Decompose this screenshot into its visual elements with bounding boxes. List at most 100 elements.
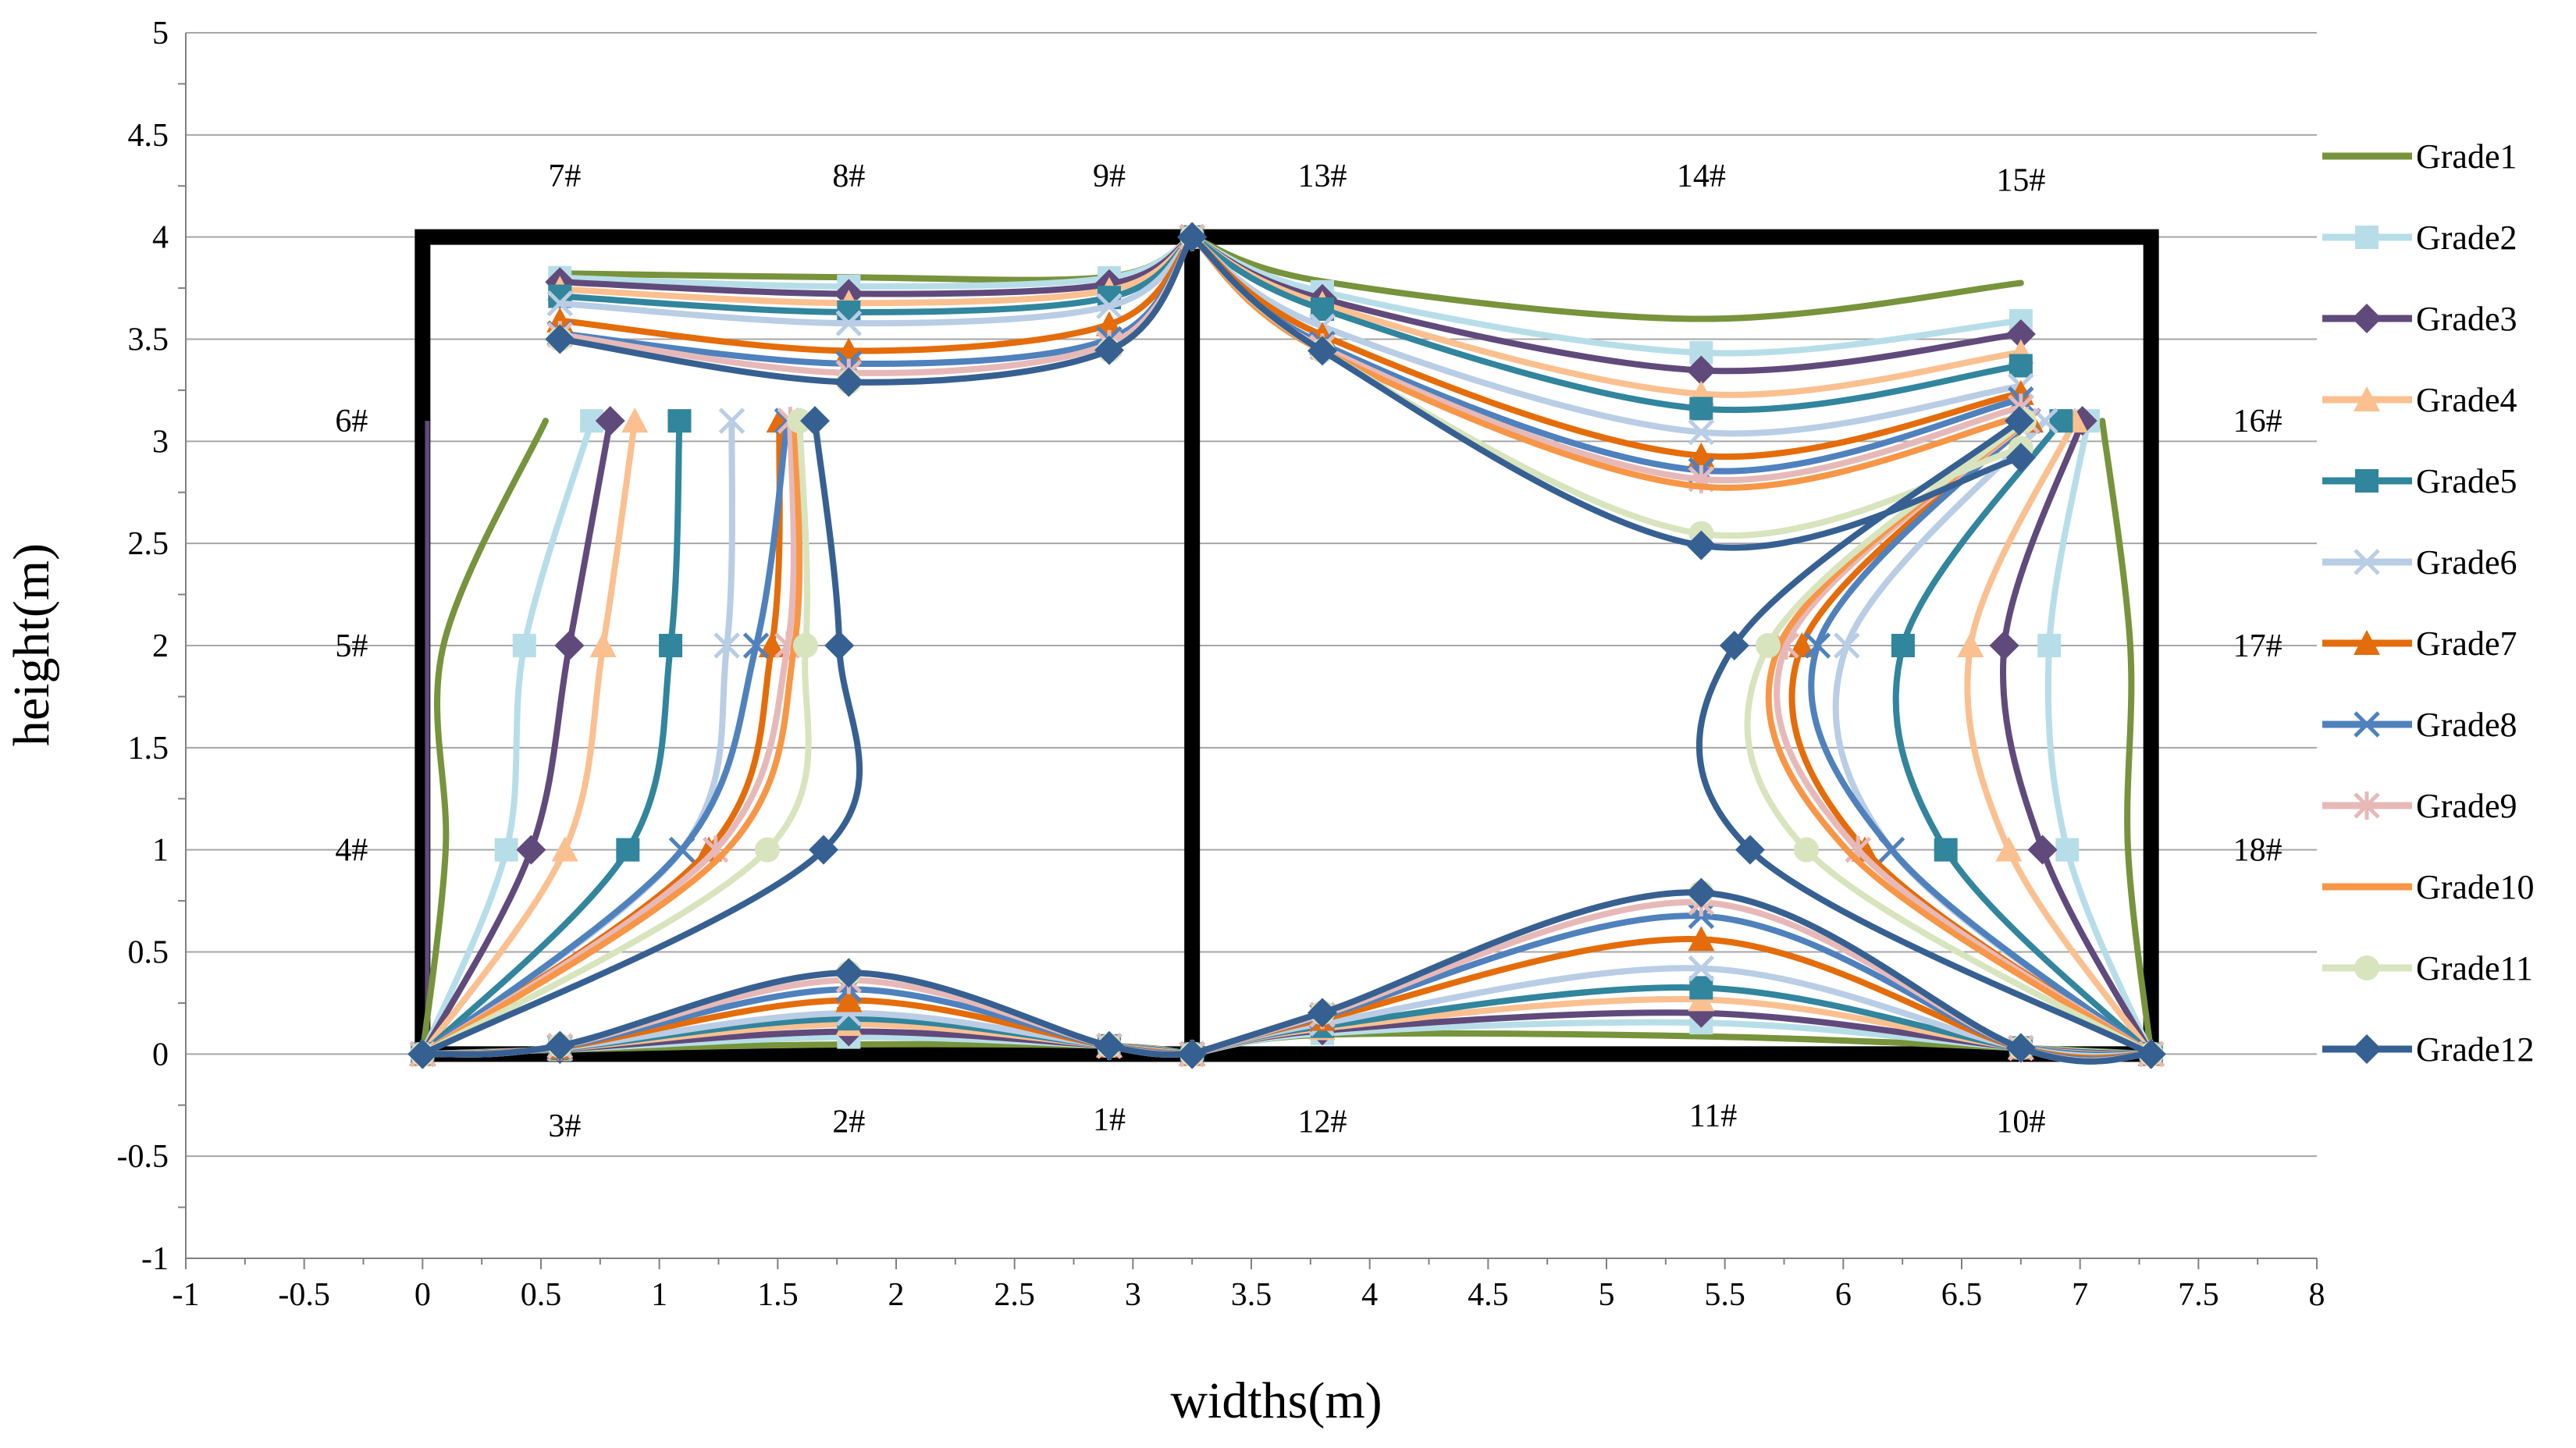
data-point-grade3 [1989,631,2019,660]
series-line-grade2 [557,233,1196,290]
data-point-grade2 [2055,838,2080,862]
series-layer [407,222,2166,1069]
x-tick-label: 1 [651,1277,667,1313]
data-point-grade7 [1788,632,1816,657]
data-point-grade11 [1756,633,1781,658]
data-point-grade12 [1308,998,1337,1028]
measure-point-label: 5# [335,628,368,664]
data-point-grade3 [1686,355,1717,386]
series-line-grade2 [1189,233,2024,357]
legend-label: Grade12 [2416,1030,2535,1069]
data-point-grade12 [1177,222,1208,252]
series-line-grade8 [419,418,791,1058]
data-point-grade3 [554,631,585,660]
data-point-grade12 [824,631,855,660]
legend-label: Grade2 [2416,219,2517,257]
data-point-grade4 [1957,632,1984,657]
legend-marker [2354,955,2379,980]
series-line-grade2 [419,418,596,1058]
data-point-grade5 [616,838,640,862]
series-line-grade4 [557,233,1196,307]
data-point-grade8 [1804,632,1831,659]
series-line-grade6 [557,233,1196,327]
data-point-grade2 [2037,634,2062,657]
legend-label: Grade4 [2416,381,2517,419]
data-point-grade12 [2005,443,2036,473]
series-line-grade5 [1189,233,2024,414]
x-tick-label: -1 [173,1277,200,1313]
data-point-grade12 [799,406,830,436]
x-tick-label: 7.5 [2178,1277,2219,1313]
legend-label: Grade5 [2416,462,2517,500]
data-point-grade12 [1094,1030,1124,1061]
data-point-grade12 [2005,406,2035,436]
x-tick-label: 6.5 [1941,1277,1983,1313]
x-tick-label: 1.5 [757,1277,799,1313]
data-point-grade5 [1689,976,1713,1000]
data-point-grade6 [546,290,574,317]
legend-marker [2354,549,2380,575]
point-labels-layer: 7# 8# 9# 13# 14# 15# 6# 5# 4# 16# 17# 18# 3# 2# 1# 12# 1… [335,158,2282,1144]
data-point-grade11 [754,837,780,863]
x-tick-label: 8 [2309,1277,2325,1313]
measure-point-label: 2# [832,1105,865,1140]
measure-point-label: 14# [1677,158,1726,194]
data-point-grade12 [1177,1039,1208,1069]
measure-point-label: 4# [335,833,368,869]
x-tick-label: 2 [888,1277,905,1313]
legend-marker [2354,711,2380,738]
x-tick-label: 0 [415,1277,431,1313]
frame-layer [415,229,2159,1062]
data-point-grade5 [659,634,683,657]
y-tick-label: -0.5 [117,1139,169,1175]
data-point-grade4 [589,632,617,657]
data-point-grade12 [545,1030,575,1061]
tunnel-frame [415,229,2159,1062]
data-point-grade5 [1689,397,1713,421]
series-line-grade12 [1695,418,2154,1058]
data-point-grade3 [516,834,546,865]
x-tick-label: 5 [1599,1277,1615,1313]
data-point-grade11 [1794,837,1820,863]
y-tick-label: 3.5 [128,322,169,358]
y-tick-label: -1 [141,1241,169,1277]
data-point-grade12 [545,324,575,354]
data-point-grade6 [1688,418,1715,446]
legend-marker [2355,226,2379,249]
measure-point-label: 12# [1298,1105,1347,1140]
series-line-grade11 [419,418,812,1058]
x-tick-label: 5.5 [1704,1277,1745,1313]
series-line-grade1 [1189,233,2024,322]
data-point-grade2 [494,838,518,862]
x-tick-label: 3 [1125,1277,1141,1313]
legend-entry: Grade6 [2322,543,2517,582]
series-line-grade3 [1999,418,2154,1058]
y-tick-label: 1 [152,833,169,869]
series-line-grade4 [1964,418,2154,1058]
data-point-grade12 [1686,877,1717,908]
x-tick-label: 6 [1835,1277,1852,1313]
data-point-grade5 [1934,838,1958,862]
legend-marker [2354,386,2380,411]
legend-label: Grade6 [2416,543,2517,582]
data-point-grade7 [835,987,863,1012]
legend-entry: Grade11 [2322,949,2533,987]
series-line-grade7 [1189,233,2024,460]
legend-label: Grade7 [2416,624,2517,663]
series-grade12 [407,222,2166,1069]
data-point-grade12 [1308,336,1337,366]
series-line-grade1 [2099,418,2154,1058]
y-tick-label: 3 [152,424,169,460]
y-tick-label: 1.5 [128,731,169,767]
x-tick-label: 0.5 [521,1277,562,1313]
data-point-grade6 [1834,632,1860,659]
legend-marker [2354,630,2380,655]
series-line-grade11 [1744,418,2154,1058]
data-point-grade12 [834,958,864,988]
data-point-grade4 [1995,836,2023,862]
data-point-grade3 [2027,834,2058,865]
legend-entry: Grade12 [2322,1030,2535,1069]
legend-entry: Grade10 [2322,868,2535,906]
y-tick-label: 0 [152,1037,169,1073]
